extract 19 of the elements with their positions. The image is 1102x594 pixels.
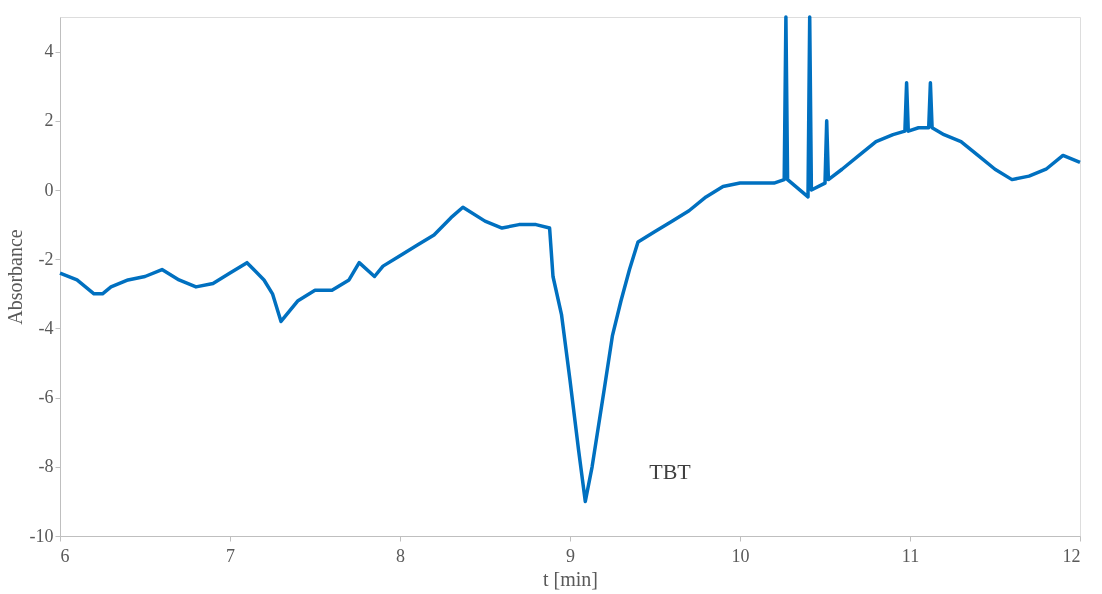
y-axis-title: Absorbance: [3, 229, 26, 325]
line-series: [58, 15, 1082, 504]
x-tick-label: 11: [901, 545, 920, 566]
x-tick-label: 12: [1062, 545, 1081, 566]
y-tick-label: -4: [38, 317, 54, 338]
x-axis-title: t [min]: [543, 567, 598, 590]
y-tick-label: 4: [44, 41, 54, 62]
y-tick-label: -8: [38, 456, 54, 477]
x-tick-label: 8: [396, 545, 405, 566]
annotation: TBT: [649, 459, 692, 484]
y-tick-label: -6: [38, 387, 54, 408]
y-tick-label: -10: [29, 525, 54, 546]
y-tick-label: -2: [38, 248, 54, 269]
x-tick-label: 6: [60, 545, 70, 566]
x-tick-label: 7: [226, 545, 235, 566]
x-tick-label: 10: [731, 545, 750, 566]
y-tick-label: 2: [44, 110, 54, 131]
y-tick-label: 0: [44, 179, 54, 200]
x-tick-label: 9: [566, 545, 575, 566]
